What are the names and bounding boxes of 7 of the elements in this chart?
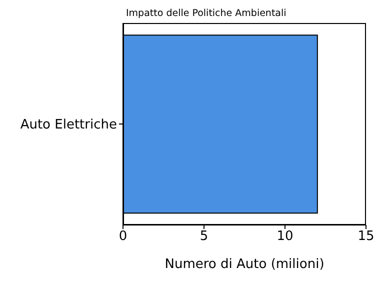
x-tick-label: 10 (276, 229, 294, 244)
x-axis-title: Numero di Auto (milioni) (164, 257, 324, 272)
x-tick-label: 5 (200, 229, 208, 244)
chart-title: Impatto delle Politiche Ambientali (126, 8, 286, 19)
y-tick-label: Auto Elettriche (20, 118, 117, 133)
x-tick-label: 15 (358, 229, 374, 244)
x-tick-label: 0 (118, 229, 128, 244)
